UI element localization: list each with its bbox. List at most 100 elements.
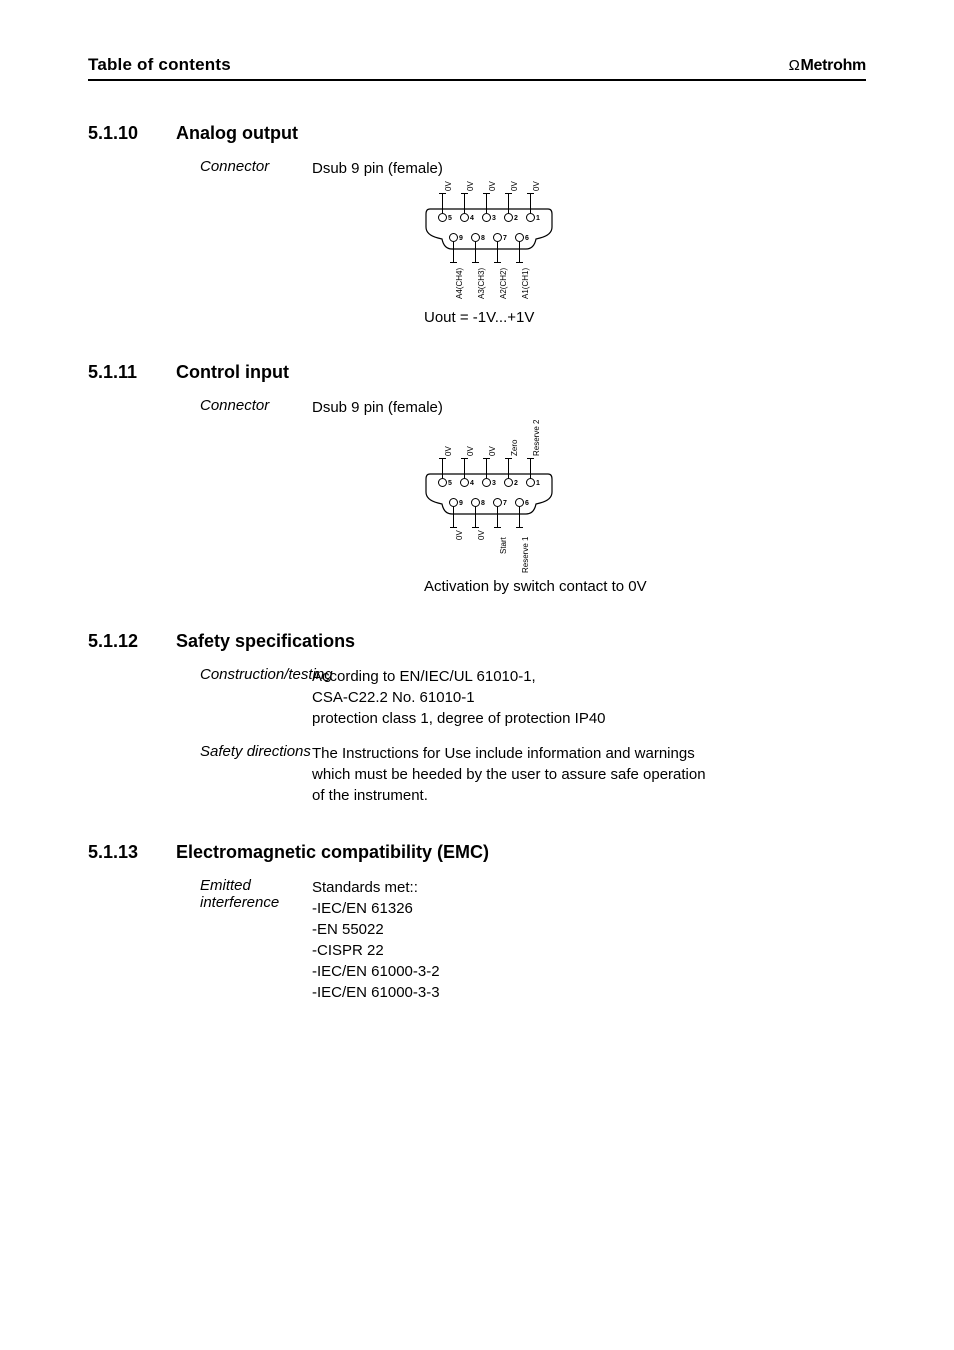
pin	[449, 233, 458, 242]
connector-row: Connector Dsub 9 pin (female)	[88, 397, 866, 418]
spec-label: Emitted interference	[88, 877, 312, 1003]
pin-number: 1	[536, 215, 540, 222]
lead-line	[519, 242, 520, 262]
spec-label: Safety directions	[88, 743, 312, 806]
pin-signal-label: 0V	[467, 446, 475, 456]
section-title: Analog output	[176, 123, 298, 144]
pin	[526, 478, 535, 487]
pin	[504, 213, 513, 222]
pin	[493, 233, 502, 242]
pin	[438, 213, 447, 222]
dsub-diagram-analog: 50V40V30V20V10V9A4(CH4)8A3(CH3)7A2(CH2)6…	[424, 205, 866, 253]
pin-signal-label: A1(CH1)	[522, 267, 530, 298]
pin-signal-label: 0V	[511, 181, 519, 191]
lead-line	[453, 242, 454, 262]
lead-tick	[439, 458, 446, 459]
connector-row: Connector Dsub 9 pin (female)	[88, 158, 866, 179]
pin-signal-label: 0V	[478, 530, 486, 540]
lead-line	[453, 507, 454, 527]
lead-tick	[483, 458, 490, 459]
section-number: 5.1.10	[88, 123, 176, 144]
pin-number: 1	[536, 480, 540, 487]
section-heading: 5.1.13 Electromagnetic compatibility (EM…	[88, 842, 866, 863]
pin-number: 6	[525, 500, 529, 507]
pin-signal-label: Zero	[511, 440, 519, 456]
lead-tick	[472, 527, 479, 528]
pin	[482, 213, 491, 222]
spec-value: Standards met::-IEC/EN 61326-EN 55022-CI…	[312, 877, 440, 1003]
lead-line	[519, 507, 520, 527]
lead-line	[464, 458, 465, 478]
pin-signal-label: 0V	[445, 446, 453, 456]
lead-tick	[527, 458, 534, 459]
pin-number: 5	[448, 215, 452, 222]
lead-tick	[494, 527, 501, 528]
lead-line	[442, 458, 443, 478]
pin-number: 7	[503, 500, 507, 507]
pin-number: 2	[514, 215, 518, 222]
connector-value: Dsub 9 pin (female)	[312, 397, 443, 418]
lead-tick	[516, 262, 523, 263]
pin-number: 8	[481, 235, 485, 242]
pin-signal-label: Reserve 1	[522, 537, 530, 573]
lead-tick	[494, 262, 501, 263]
spec-row: Emitted interferenceStandards met::-IEC/…	[88, 877, 866, 1003]
uout-text: Uout = -1V...+1V	[424, 309, 866, 326]
section-number: 5.1.12	[88, 631, 176, 652]
spec-row: Construction/testingAccording to EN/IEC/…	[88, 666, 866, 729]
lead-tick	[505, 458, 512, 459]
lead-tick	[450, 527, 457, 528]
pin-number: 9	[459, 500, 463, 507]
lead-line	[442, 193, 443, 213]
pin	[504, 478, 513, 487]
pin-number: 7	[503, 235, 507, 242]
pin-number: 3	[492, 480, 496, 487]
dsub-diagram-control: 50V40V30V2Zero1Reserve 290V80V7Start6Res…	[424, 470, 866, 518]
lead-tick	[472, 262, 479, 263]
pin-number: 2	[514, 480, 518, 487]
lead-tick	[450, 262, 457, 263]
header-title: Table of contents	[88, 55, 231, 75]
lead-line	[508, 458, 509, 478]
lead-line	[475, 507, 476, 527]
pin-signal-label: A4(CH4)	[456, 267, 464, 298]
pin-signal-label: A3(CH3)	[478, 267, 486, 298]
pin	[449, 498, 458, 507]
section-heading: 5.1.11 Control input	[88, 362, 866, 383]
spec-row: Safety directionsThe Instructions for Us…	[88, 743, 866, 806]
lead-tick	[461, 458, 468, 459]
omega-icon: Ω	[789, 57, 800, 74]
brand-logo: ΩMetrohm	[789, 57, 866, 75]
pin-number: 8	[481, 500, 485, 507]
pin-signal-label: A2(CH2)	[500, 267, 508, 298]
pin-signal-label: 0V	[467, 181, 475, 191]
connector-value: Dsub 9 pin (female)	[312, 158, 443, 179]
connector-label: Connector	[88, 158, 312, 179]
pin	[438, 478, 447, 487]
lead-line	[530, 193, 531, 213]
lead-line	[530, 458, 531, 478]
brand-text: Metrohm	[801, 57, 866, 74]
section-emc: 5.1.13 Electromagnetic compatibility (EM…	[88, 842, 866, 1003]
section-safety: 5.1.12 Safety specifications Constructio…	[88, 631, 866, 806]
pin-signal-label: 0V	[445, 181, 453, 191]
pin	[482, 478, 491, 487]
pin-signal-label: Start	[500, 537, 508, 554]
pin-signal-label: Reserve 2	[533, 420, 541, 456]
section-control-input: 5.1.11 Control input Connector Dsub 9 pi…	[88, 362, 866, 595]
lead-line	[475, 242, 476, 262]
spec-label: Construction/testing	[88, 666, 312, 729]
lead-tick	[439, 193, 446, 194]
pin	[471, 498, 480, 507]
page-header: Table of contents ΩMetrohm	[88, 55, 866, 81]
pin-number: 9	[459, 235, 463, 242]
lead-tick	[527, 193, 534, 194]
pin-number: 4	[470, 215, 474, 222]
pin-number: 3	[492, 215, 496, 222]
pin	[460, 213, 469, 222]
activation-text: Activation by switch contact to 0V	[424, 578, 866, 595]
section-number: 5.1.13	[88, 842, 176, 863]
spec-value: According to EN/IEC/UL 61010-1,CSA-C22.2…	[312, 666, 606, 729]
section-analog-output: 5.1.10 Analog output Connector Dsub 9 pi…	[88, 123, 866, 326]
pin	[515, 498, 524, 507]
